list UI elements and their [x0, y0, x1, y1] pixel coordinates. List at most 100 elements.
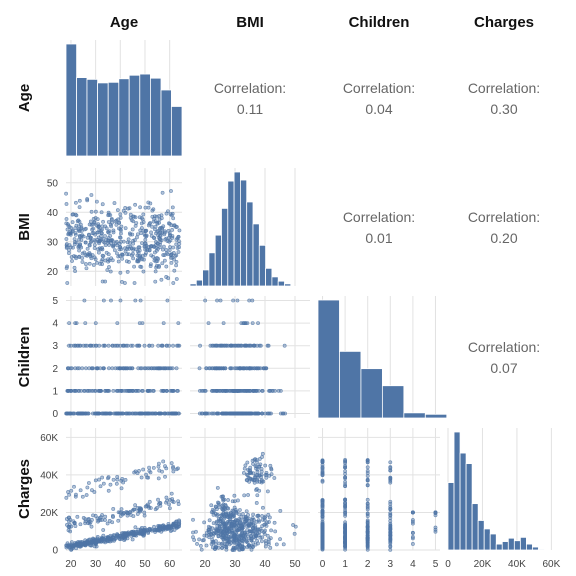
correlation-label: Correlation:	[343, 209, 415, 225]
scatter-point	[214, 344, 217, 347]
scatter-point	[232, 540, 235, 543]
scatter-point	[110, 221, 113, 224]
histogram-bar	[454, 432, 460, 550]
scatter-point	[97, 223, 100, 226]
scatter-point	[134, 526, 137, 529]
scatter-point	[114, 220, 117, 223]
scatter-point	[165, 265, 168, 268]
scatter-point	[157, 344, 160, 347]
scatter-point	[243, 367, 246, 370]
scatter-point	[321, 503, 324, 506]
scatter-point	[171, 500, 174, 503]
scatter-point	[366, 545, 369, 548]
scatter-point	[117, 255, 120, 258]
scatter-point	[163, 475, 166, 478]
scatter-point	[151, 344, 154, 347]
scatter-point	[152, 389, 155, 392]
scatter-point	[161, 389, 164, 392]
scatter-point	[89, 344, 92, 347]
scatter-point	[157, 477, 160, 480]
scatter-point	[140, 226, 143, 229]
scatter-point	[107, 239, 110, 242]
scatter-point	[210, 504, 213, 507]
histogram-bar	[247, 202, 253, 286]
scatter-point	[84, 367, 87, 370]
scatter-point	[144, 206, 147, 209]
scatter-point	[170, 224, 173, 227]
scatter-children-vs-age	[65, 296, 182, 418]
scatter-point	[152, 466, 155, 469]
scatter-point	[219, 299, 222, 302]
scatter-point	[120, 508, 123, 511]
scatter-point	[245, 389, 248, 392]
scatter-point	[84, 518, 87, 521]
scatter-point	[321, 509, 324, 512]
scatter-point	[177, 235, 180, 238]
scatter-point	[366, 459, 369, 462]
histogram-bar	[209, 253, 215, 286]
scatter-point	[238, 508, 241, 511]
scatter-point	[148, 344, 151, 347]
scatter-point	[121, 257, 124, 260]
scatter-point	[293, 532, 296, 535]
scatter-point	[344, 530, 347, 533]
y-tick-label-children: 4	[52, 319, 58, 330]
scatter-point	[236, 534, 239, 537]
scatter-point	[102, 367, 105, 370]
correlation-age-bmi: Correlation: 0.11	[214, 80, 286, 117]
scatter-point	[225, 546, 228, 549]
scatter-point	[264, 464, 267, 467]
scatter-point	[239, 344, 242, 347]
scatter-point	[151, 215, 154, 218]
scatter-point	[143, 344, 146, 347]
scatter-point	[79, 489, 82, 492]
scatter-point	[162, 322, 165, 325]
scatter-point	[124, 211, 127, 214]
histogram-bar	[514, 541, 520, 550]
scatter-point	[94, 322, 97, 325]
scatter-point	[123, 535, 126, 538]
scatter-point	[157, 412, 160, 415]
scatter-point	[389, 528, 392, 531]
scatter-point	[321, 538, 324, 541]
scatter-point	[266, 534, 269, 537]
scatter-point	[389, 538, 392, 541]
scatter-point	[174, 254, 177, 257]
histogram-bar	[77, 78, 87, 156]
scatter-point	[235, 511, 238, 514]
scatter-point	[70, 489, 73, 492]
y-tick-label-bmi: 30	[47, 237, 59, 248]
x-tick-label-charges: 0	[445, 559, 451, 570]
scatter-point	[98, 539, 101, 542]
scatter-point	[366, 504, 369, 507]
scatter-point	[139, 206, 142, 209]
scatter-point	[119, 271, 122, 274]
scatter-point	[389, 481, 392, 484]
scatter-point	[321, 473, 324, 476]
scatter-point	[137, 367, 140, 370]
scatter-point	[87, 412, 90, 415]
scatter-point	[220, 344, 223, 347]
scatter-point	[70, 259, 73, 262]
histogram-bar	[129, 75, 140, 156]
scatter-point	[71, 221, 74, 224]
scatter-point	[261, 389, 264, 392]
x-tick-label-age: 30	[90, 559, 102, 570]
scatter-point	[117, 227, 120, 230]
scatter-point	[321, 532, 324, 535]
column-titles: Age BMI Children Charges	[110, 14, 534, 31]
scatter-point	[216, 412, 219, 415]
scatter-point	[253, 344, 256, 347]
scatter-point	[142, 270, 145, 273]
scatter-point	[245, 510, 248, 513]
scatter-point	[120, 487, 123, 490]
scatter-point	[93, 538, 96, 541]
correlation-label: Correlation:	[343, 80, 415, 96]
scatter-point	[116, 533, 119, 536]
row-titles: AgeBMIChildrenCharges	[16, 84, 33, 519]
scatter-point	[262, 531, 265, 534]
scatter-point	[142, 213, 145, 216]
scatter-point	[95, 200, 98, 203]
scatter-point	[205, 367, 208, 370]
scatter-point	[231, 509, 234, 512]
